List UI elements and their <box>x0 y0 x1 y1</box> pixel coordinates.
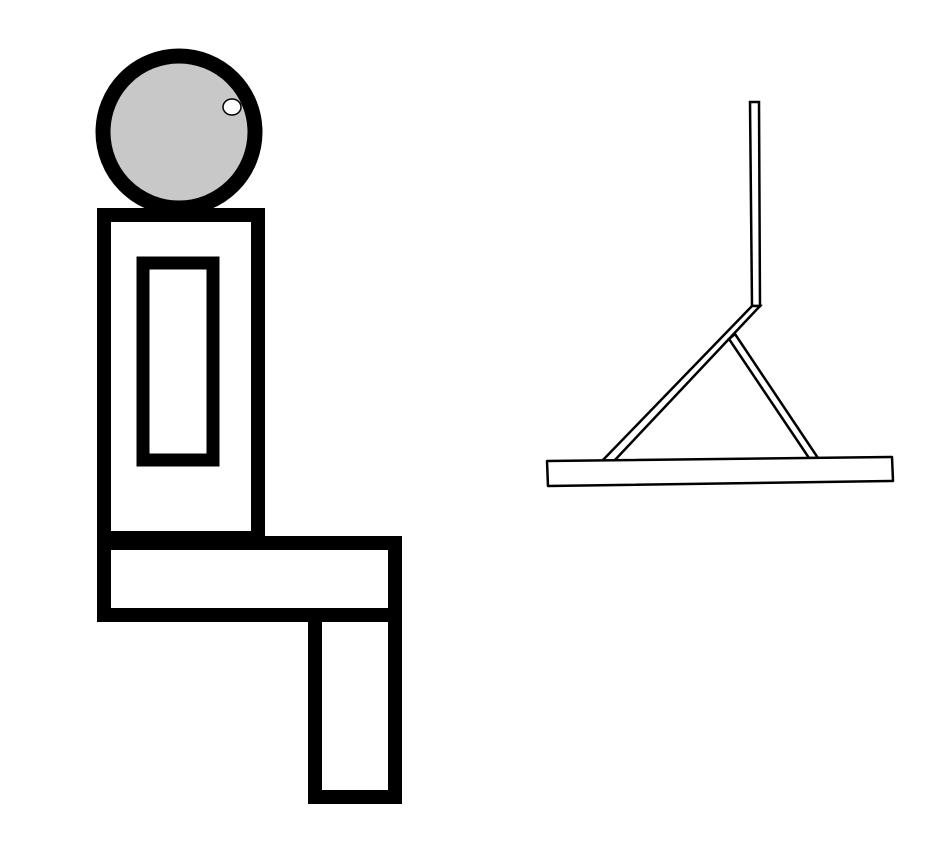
head <box>95 48 263 216</box>
stand-base <box>545 455 895 488</box>
lower-leg <box>308 608 402 804</box>
stand-main-arm <box>599 304 763 463</box>
thigh <box>97 536 402 622</box>
stand-brace <box>727 332 821 460</box>
seated-figure <box>95 48 402 804</box>
arm <box>136 256 220 467</box>
head-highlight <box>222 98 242 116</box>
laptop-stand <box>545 100 895 488</box>
stand-upright <box>748 100 762 308</box>
